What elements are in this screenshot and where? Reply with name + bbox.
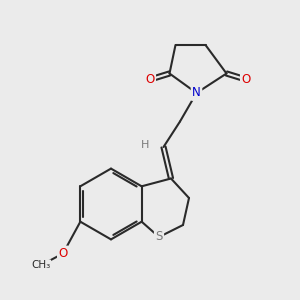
- Text: O: O: [146, 73, 154, 86]
- Text: O: O: [146, 73, 154, 86]
- Text: H: H: [141, 140, 150, 151]
- Text: S: S: [155, 230, 163, 244]
- Text: CH₃: CH₃: [31, 260, 50, 271]
- Text: S: S: [155, 232, 163, 242]
- Text: O: O: [58, 247, 68, 260]
- Text: O: O: [242, 73, 250, 86]
- Text: O: O: [58, 247, 68, 260]
- Text: CH₃: CH₃: [31, 260, 50, 271]
- Text: N: N: [192, 86, 201, 100]
- Text: O: O: [242, 73, 250, 86]
- Text: H: H: [141, 140, 150, 151]
- Text: N: N: [192, 86, 201, 100]
